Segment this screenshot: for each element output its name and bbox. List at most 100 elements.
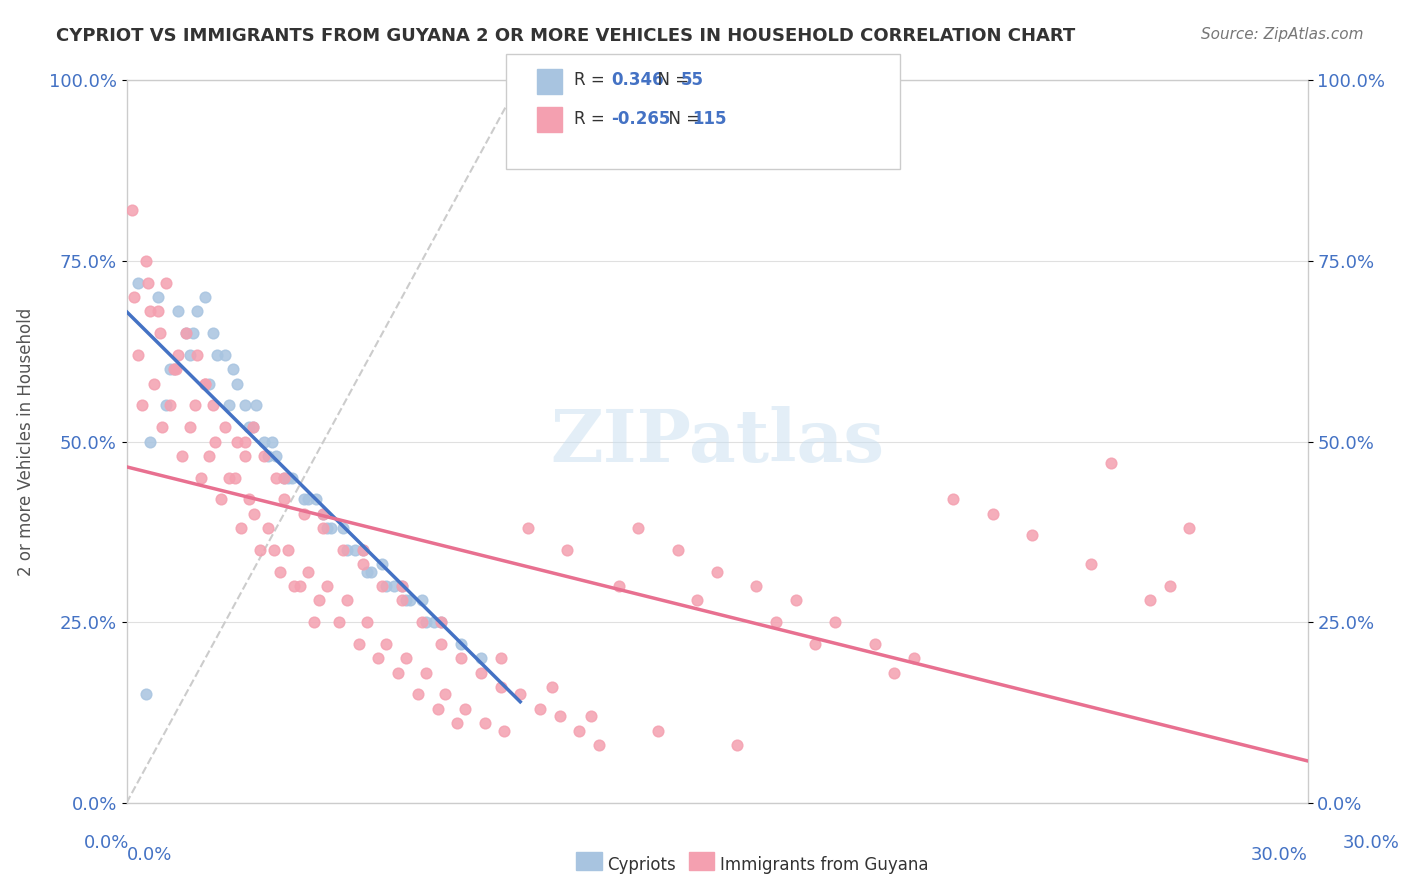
Point <box>149 326 172 341</box>
Point <box>159 362 181 376</box>
Point <box>430 637 453 651</box>
Point <box>127 348 149 362</box>
Point <box>1099 456 1122 470</box>
Point <box>179 348 201 362</box>
Point <box>666 542 689 557</box>
Point <box>233 449 256 463</box>
Point <box>222 362 245 376</box>
Point <box>450 637 472 651</box>
Point <box>328 615 350 630</box>
Point <box>422 615 444 630</box>
Point <box>375 579 398 593</box>
Point <box>245 398 267 412</box>
Point <box>243 507 266 521</box>
Point <box>302 615 325 630</box>
Point <box>242 420 264 434</box>
Point <box>166 348 188 362</box>
Point <box>316 521 339 535</box>
Text: CYPRIOT VS IMMIGRANTS FROM GUYANA 2 OR MORE VEHICLES IN HOUSEHOLD CORRELATION CH: CYPRIOT VS IMMIGRANTS FROM GUYANA 2 OR M… <box>56 27 1076 45</box>
Text: N =: N = <box>647 71 695 89</box>
Point <box>454 702 477 716</box>
Text: R =: R = <box>574 110 610 128</box>
Point <box>347 637 370 651</box>
Point <box>136 276 159 290</box>
Point <box>159 398 181 412</box>
Point <box>343 542 366 557</box>
Text: N =: N = <box>658 110 706 128</box>
Point <box>283 579 305 593</box>
Point <box>434 687 457 701</box>
Point <box>194 376 217 391</box>
Text: 30.0%: 30.0% <box>1251 847 1308 864</box>
Point <box>395 651 418 665</box>
Point <box>155 276 177 290</box>
Point <box>131 398 153 412</box>
Point <box>391 579 413 593</box>
Point <box>304 492 326 507</box>
Point <box>262 434 284 449</box>
Point <box>579 709 602 723</box>
Point <box>804 637 827 651</box>
Point <box>391 579 413 593</box>
Point <box>135 253 157 268</box>
Text: 55: 55 <box>681 71 703 89</box>
Point <box>225 376 247 391</box>
Point <box>292 507 315 521</box>
Point <box>446 716 468 731</box>
Point <box>430 615 453 630</box>
Text: 0.346: 0.346 <box>612 71 664 89</box>
Point <box>725 738 748 752</box>
Point <box>489 680 512 694</box>
Point <box>360 565 382 579</box>
Point <box>277 471 299 485</box>
Point <box>371 579 394 593</box>
Point <box>387 665 409 680</box>
Point <box>529 702 551 716</box>
Point <box>430 615 453 630</box>
Point <box>395 593 418 607</box>
Point <box>218 398 240 412</box>
Point <box>1021 528 1043 542</box>
Point <box>242 420 264 434</box>
Point <box>253 449 276 463</box>
Point <box>139 304 162 318</box>
Point <box>165 362 187 376</box>
Point <box>1159 579 1181 593</box>
Point <box>627 521 650 535</box>
Point <box>170 449 193 463</box>
Text: 0.0%: 0.0% <box>84 834 129 852</box>
Text: 115: 115 <box>692 110 727 128</box>
Point <box>470 665 492 680</box>
Point <box>214 420 236 434</box>
Point <box>198 376 221 391</box>
Point <box>981 507 1004 521</box>
Point <box>233 434 256 449</box>
Point <box>269 565 291 579</box>
Point <box>253 434 276 449</box>
Point <box>399 593 422 607</box>
Point <box>1139 593 1161 607</box>
Point <box>124 290 146 304</box>
Point <box>336 593 359 607</box>
Point <box>470 651 492 665</box>
Y-axis label: 2 or more Vehicles in Household: 2 or more Vehicles in Household <box>17 308 35 575</box>
Point <box>273 471 295 485</box>
Point <box>883 665 905 680</box>
Point <box>411 593 433 607</box>
Point <box>312 521 335 535</box>
Point <box>312 507 335 521</box>
Point <box>194 290 217 304</box>
Point <box>249 542 271 557</box>
Point <box>281 471 304 485</box>
Point <box>257 521 280 535</box>
Point <box>179 420 201 434</box>
Point <box>356 615 378 630</box>
Point <box>426 702 449 716</box>
Point <box>557 542 579 557</box>
Point <box>202 398 225 412</box>
Point <box>155 398 177 412</box>
Point <box>411 615 433 630</box>
Point <box>205 348 228 362</box>
Point <box>391 593 413 607</box>
Point <box>263 542 285 557</box>
